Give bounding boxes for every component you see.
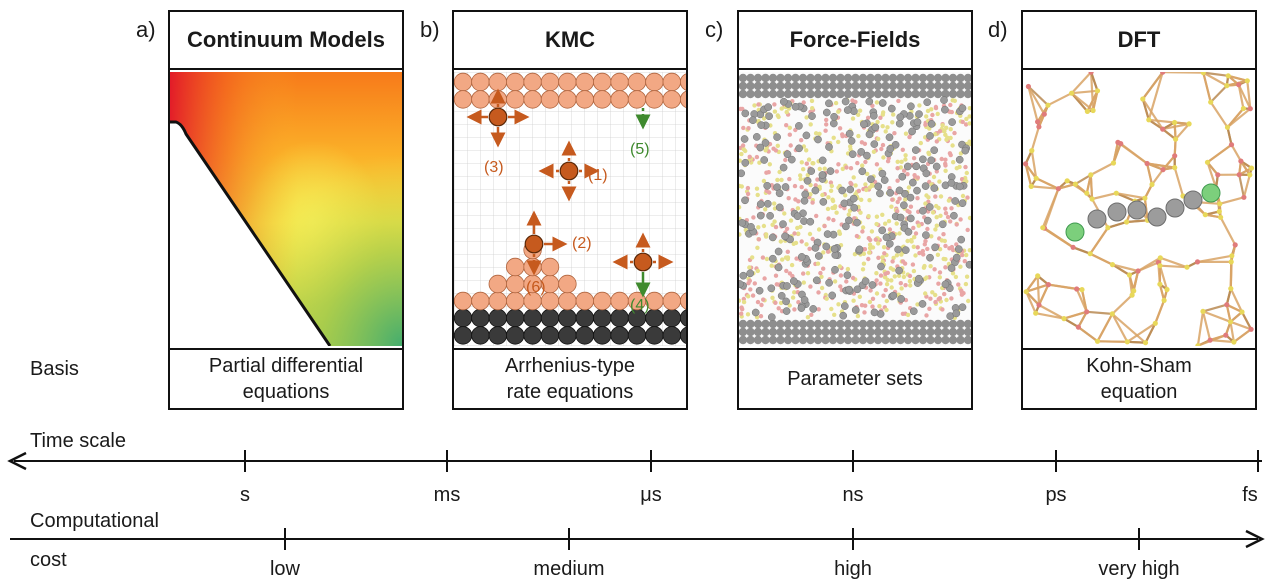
time-tick-label: ps [996, 484, 1116, 507]
time-tick-label: μs [591, 484, 711, 507]
cost-tick-label: very high [1079, 558, 1199, 581]
cost-tick-label: medium [509, 558, 629, 581]
time-tick-label: ns [793, 484, 913, 507]
cost-tick-label: high [793, 558, 913, 581]
time-tick-label: fs [1190, 484, 1271, 507]
time-tick-label: ms [387, 484, 507, 507]
time-tick-label: s [185, 484, 305, 507]
cost-tick-label: low [225, 558, 345, 581]
